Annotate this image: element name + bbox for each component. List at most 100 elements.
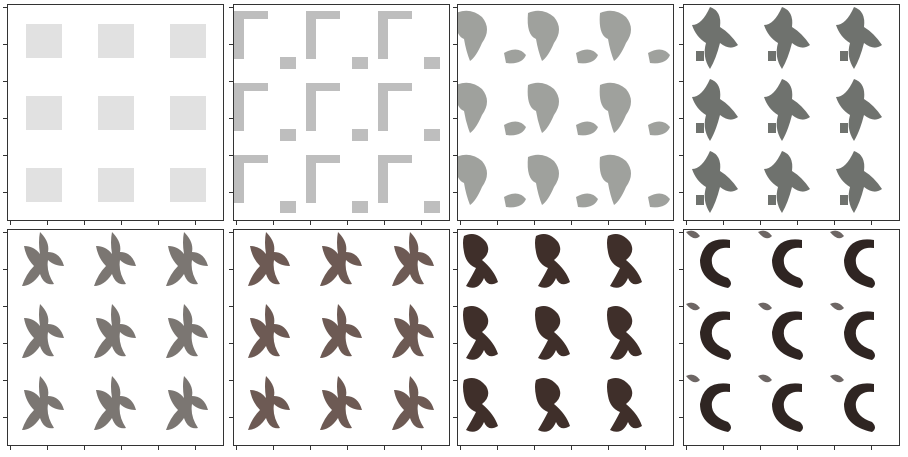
tile-motif [26, 168, 62, 202]
y-tick [3, 118, 7, 119]
y-tick [453, 417, 457, 418]
y-tick [229, 306, 233, 307]
tile-motif [458, 154, 526, 208]
y-tick [3, 380, 7, 381]
y-tick [229, 380, 233, 381]
tile-motif [463, 378, 498, 432]
tile-motif [458, 82, 526, 136]
tile-motif [836, 151, 882, 213]
x-tick [534, 221, 535, 225]
tile-motif [535, 378, 570, 432]
x-tick [10, 446, 11, 450]
y-tick [3, 155, 7, 156]
texture-panel-1 [7, 4, 224, 221]
y-tick [229, 7, 233, 8]
tile-motif [458, 10, 526, 64]
y-tick [229, 269, 233, 270]
panel-canvas [686, 230, 875, 432]
x-tick [497, 446, 498, 450]
x-tick [871, 221, 872, 225]
tile-motif [248, 232, 290, 286]
tile-motif [607, 378, 642, 432]
tile-motif [599, 154, 670, 208]
x-tick [121, 446, 122, 450]
tile-motif [686, 230, 731, 288]
tile-motif [836, 79, 882, 141]
tile-motif [98, 24, 134, 58]
x-tick [47, 221, 48, 225]
tile-motif [764, 79, 810, 141]
tile-motif [22, 232, 64, 286]
x-tick [310, 446, 311, 450]
x-tick [421, 446, 422, 450]
y-tick [679, 155, 683, 156]
y-tick [453, 380, 457, 381]
x-tick [608, 221, 609, 225]
y-tick [3, 417, 7, 418]
texture-panel-4 [683, 4, 900, 221]
y-tick [679, 118, 683, 119]
y-tick [453, 232, 457, 233]
x-tick [10, 221, 11, 225]
panel-canvas [692, 7, 882, 213]
y-tick [453, 192, 457, 193]
y-tick [3, 192, 7, 193]
tile-motif [306, 83, 368, 141]
tile-motif [527, 10, 598, 64]
x-tick [384, 221, 385, 225]
tile-motif [320, 304, 362, 358]
tile-motif [463, 234, 498, 288]
y-tick [3, 7, 7, 8]
y-tick [453, 343, 457, 344]
y-tick [3, 81, 7, 82]
tile-motif [535, 306, 570, 360]
tile-motif [599, 82, 670, 136]
x-tick [121, 221, 122, 225]
x-tick [645, 446, 646, 450]
texture-panel-5 [7, 229, 224, 446]
tile-motif [306, 11, 368, 69]
tile-motif [392, 232, 434, 286]
tile-motif [166, 304, 208, 358]
texture-panel-8 [683, 229, 900, 446]
y-tick [229, 232, 233, 233]
x-tick [273, 221, 274, 225]
x-tick [723, 446, 724, 450]
panel-canvas [248, 232, 434, 430]
x-tick [797, 446, 798, 450]
tile-motif [830, 230, 875, 288]
texture-panel-2 [233, 4, 450, 221]
tile-motif [692, 79, 738, 141]
x-tick [571, 221, 572, 225]
tile-motif [692, 151, 738, 213]
x-tick [534, 446, 535, 450]
y-tick [229, 44, 233, 45]
y-tick [3, 232, 7, 233]
tile-motif [22, 304, 64, 358]
tile-motif [758, 374, 803, 432]
y-tick [3, 44, 7, 45]
y-tick [679, 306, 683, 307]
x-tick [834, 446, 835, 450]
tile-motif [170, 96, 206, 130]
texture-panel-6 [233, 229, 450, 446]
y-tick [679, 417, 683, 418]
tile-motif [758, 230, 803, 288]
tile-motif [234, 11, 296, 69]
x-tick [460, 221, 461, 225]
x-tick [236, 221, 237, 225]
x-tick [608, 446, 609, 450]
y-tick [453, 44, 457, 45]
x-tick [686, 446, 687, 450]
tile-motif [378, 11, 440, 69]
tile-motif [836, 7, 882, 69]
x-tick [347, 446, 348, 450]
y-tick [453, 81, 457, 82]
x-tick [571, 446, 572, 450]
tile-motif [170, 168, 206, 202]
x-tick [723, 221, 724, 225]
y-tick [3, 306, 7, 307]
tile-motif [306, 155, 368, 213]
tile-motif [378, 155, 440, 213]
tile-motif [234, 83, 296, 141]
